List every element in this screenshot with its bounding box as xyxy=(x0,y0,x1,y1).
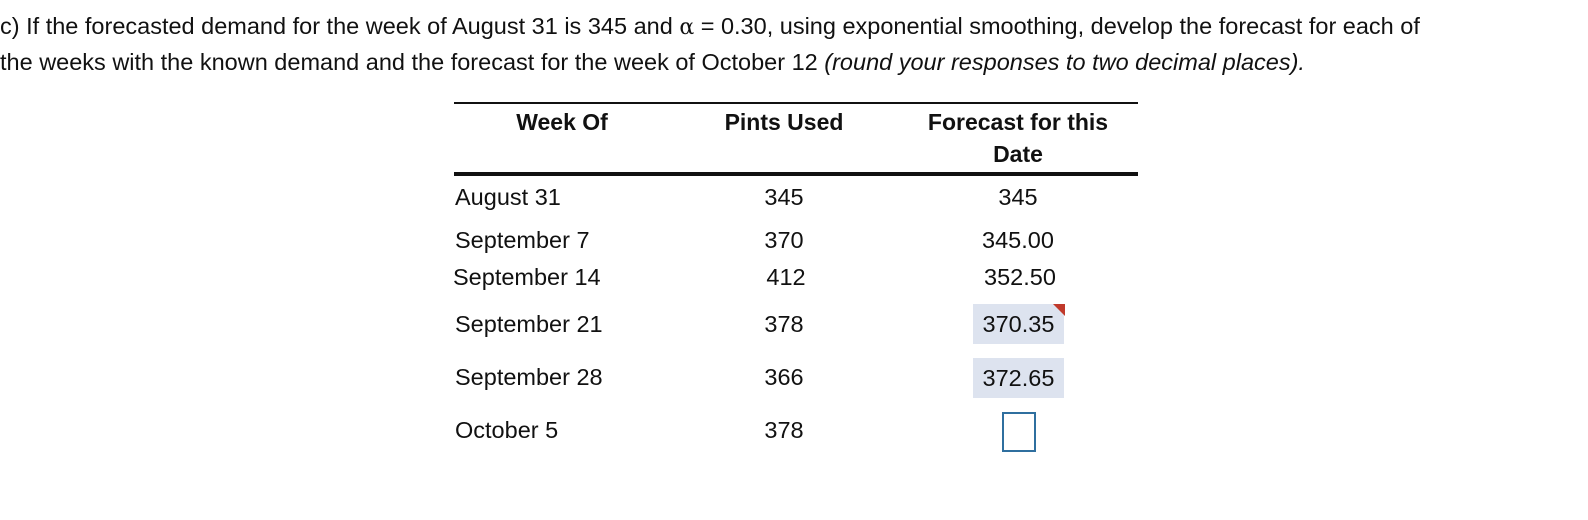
row-3-pints: 412 xyxy=(766,264,806,290)
table-top-rule xyxy=(454,102,1138,104)
row-2-forecast: 345.00 xyxy=(982,227,1054,253)
row-4-pints: 378 xyxy=(764,311,804,337)
alpha-symbol: α xyxy=(679,15,695,40)
row-3-week: September 14 xyxy=(453,264,601,290)
row-1-forecast: 345 xyxy=(998,184,1038,210)
question-line-1: c) If the forecasted demand for the week… xyxy=(0,9,1580,45)
row-6-pints: 378 xyxy=(764,417,804,443)
header-pints-used: Pints Used xyxy=(724,109,844,135)
question-text-part1: c) If the forecasted demand for the week… xyxy=(0,13,680,39)
header-forecast: Forecast for this Date xyxy=(908,106,1128,170)
row-5-pints: 366 xyxy=(764,364,804,390)
incorrect-flag-icon xyxy=(1053,304,1065,316)
question-line-2: the weeks with the known demand and the … xyxy=(0,45,1580,79)
row-1-week: August 31 xyxy=(455,184,561,210)
header-week-of: Week Of xyxy=(516,109,608,135)
header-forecast-line1: Forecast for this xyxy=(927,109,1109,135)
row-5-week: September 28 xyxy=(455,364,603,390)
row-2-pints: 370 xyxy=(764,227,804,253)
row-2-week: September 7 xyxy=(455,227,590,253)
row-5-forecast: 372.65 xyxy=(982,365,1055,391)
rounding-instruction: (round your responses to two decimal pla… xyxy=(824,49,1305,75)
row-3-forecast: 352.50 xyxy=(984,264,1056,290)
question-text: c) If the forecasted demand for the week… xyxy=(0,9,1580,79)
header-forecast-line2: Date xyxy=(993,141,1043,167)
row-4-forecast: 370.35 xyxy=(982,311,1055,337)
row-1-pints: 345 xyxy=(764,184,804,210)
forecast-input-october-5[interactable] xyxy=(1002,412,1036,452)
answer-cell-september-28[interactable]: 372.65 xyxy=(973,358,1064,398)
answer-cell-september-21[interactable]: 370.35 xyxy=(973,304,1065,344)
question-text-part2: = 0.30, using exponential smoothing, dev… xyxy=(694,13,1420,39)
question-text-part3: the weeks with the known demand and the … xyxy=(0,49,825,75)
row-4-week: September 21 xyxy=(455,311,603,337)
row-6-week: October 5 xyxy=(455,417,559,443)
table-header-rule xyxy=(454,172,1138,176)
